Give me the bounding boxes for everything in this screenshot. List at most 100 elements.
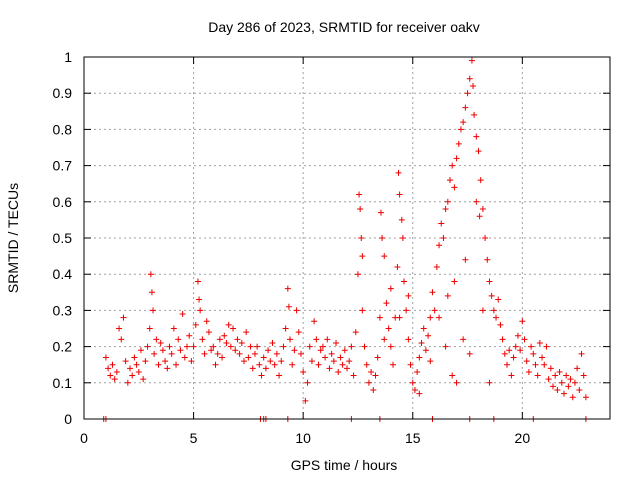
gridlines xyxy=(84,57,610,419)
data-point xyxy=(162,358,169,365)
data-point xyxy=(372,372,379,379)
data-point xyxy=(532,361,539,368)
data-point xyxy=(519,318,526,325)
data-point xyxy=(420,325,427,332)
data-point xyxy=(282,325,289,332)
data-point xyxy=(512,343,519,350)
data-point xyxy=(460,119,467,126)
data-point xyxy=(225,321,232,328)
data-point xyxy=(232,347,239,354)
data-points xyxy=(100,57,589,422)
data-point xyxy=(179,311,186,318)
data-point xyxy=(311,318,318,325)
data-point xyxy=(105,365,112,372)
data-point xyxy=(280,343,287,350)
data-point xyxy=(258,372,265,379)
data-point xyxy=(254,343,261,350)
data-point xyxy=(304,379,311,386)
data-point xyxy=(363,361,370,368)
data-point xyxy=(210,343,217,350)
data-point xyxy=(194,278,201,285)
data-point xyxy=(416,354,423,361)
data-point xyxy=(466,75,473,82)
data-point xyxy=(514,332,521,339)
data-point xyxy=(395,169,402,176)
data-point xyxy=(482,235,489,241)
data-point xyxy=(236,350,243,357)
data-point xyxy=(470,82,477,89)
data-point xyxy=(558,379,565,386)
data-point xyxy=(306,343,313,350)
data-point xyxy=(324,336,331,343)
data-point xyxy=(354,271,361,278)
y-tick-label: 0.1 xyxy=(53,375,73,391)
data-point xyxy=(578,350,585,357)
data-point xyxy=(341,347,348,354)
data-point xyxy=(230,325,237,332)
data-point xyxy=(184,343,191,350)
y-tick-label: 1 xyxy=(64,49,72,65)
data-point xyxy=(462,256,469,263)
data-point xyxy=(190,343,197,350)
data-point xyxy=(545,376,552,383)
data-point xyxy=(477,177,484,184)
data-point xyxy=(243,329,250,336)
data-point xyxy=(449,372,456,379)
data-point xyxy=(530,350,537,357)
data-point xyxy=(563,372,570,379)
data-point xyxy=(196,296,203,303)
data-point xyxy=(528,343,535,350)
data-point xyxy=(284,285,291,292)
data-point xyxy=(455,140,462,147)
data-point xyxy=(499,336,506,343)
data-point xyxy=(377,209,384,216)
data-point xyxy=(271,361,278,368)
data-point xyxy=(335,368,342,375)
y-tick-label: 0 xyxy=(64,411,72,427)
data-point xyxy=(291,347,298,354)
data-point xyxy=(142,358,149,365)
data-point xyxy=(319,343,326,350)
data-point xyxy=(234,336,241,343)
data-point xyxy=(346,358,353,365)
data-point xyxy=(197,307,204,314)
data-point xyxy=(131,354,138,361)
data-point xyxy=(267,358,274,365)
data-point xyxy=(137,347,144,354)
data-point xyxy=(238,339,245,346)
data-point xyxy=(146,325,153,332)
data-point xyxy=(385,325,392,332)
y-axis-label: SRMTID / TECUs xyxy=(5,183,21,293)
data-point xyxy=(409,379,416,386)
data-point xyxy=(247,343,254,350)
data-point xyxy=(387,343,394,350)
data-point xyxy=(449,162,456,169)
data-point xyxy=(381,253,388,260)
data-point xyxy=(556,368,563,375)
x-tick-label: 5 xyxy=(190,430,198,446)
data-point xyxy=(350,372,357,379)
data-point xyxy=(554,387,561,394)
data-point xyxy=(265,347,272,354)
data-point xyxy=(359,307,366,314)
data-point xyxy=(102,354,109,361)
data-point xyxy=(414,368,421,375)
data-point xyxy=(506,347,513,354)
data-point xyxy=(295,329,302,336)
data-point xyxy=(135,368,142,375)
data-point xyxy=(427,314,434,321)
data-point xyxy=(328,350,335,357)
data-point xyxy=(368,368,375,375)
data-point xyxy=(111,376,118,383)
data-point xyxy=(381,336,388,343)
data-point xyxy=(427,358,434,365)
data-point xyxy=(429,289,436,296)
data-point xyxy=(223,339,230,346)
data-point xyxy=(453,379,460,386)
data-point xyxy=(297,350,304,357)
data-point xyxy=(479,206,486,213)
data-point xyxy=(425,332,432,339)
data-point xyxy=(508,372,515,379)
data-point xyxy=(216,336,223,343)
data-point xyxy=(495,296,502,303)
